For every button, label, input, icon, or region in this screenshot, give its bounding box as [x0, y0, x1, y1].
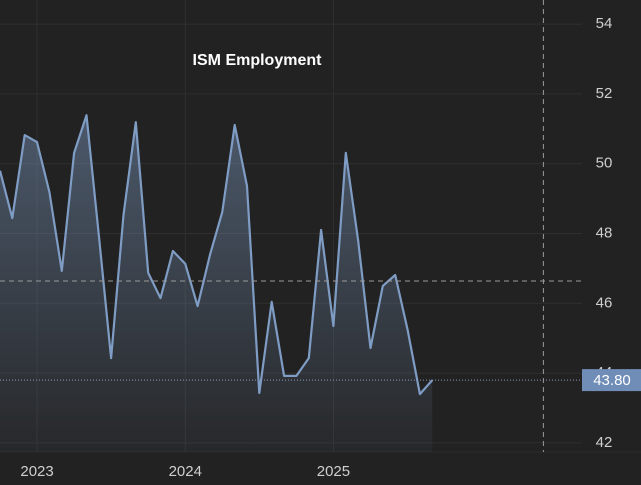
last-value-box — [582, 369, 641, 392]
x-tick-label: 2025 — [317, 463, 350, 480]
y-tick-label: 54 — [596, 15, 613, 32]
x-tick-label: 2023 — [20, 463, 53, 480]
y-tick-label: 50 — [596, 155, 613, 172]
x-tick-label: 2024 — [169, 463, 202, 480]
y-tick-label: 46 — [596, 294, 613, 311]
y-tick-label: 48 — [596, 224, 613, 241]
last-value-label: 43.80 — [593, 372, 631, 389]
chart-title: ISM Employment — [193, 52, 323, 69]
y-tick-label: 42 — [596, 434, 613, 451]
line — [0, 114, 434, 396]
area — [0, 115, 433, 452]
y-tick-label: 52 — [596, 85, 613, 102]
